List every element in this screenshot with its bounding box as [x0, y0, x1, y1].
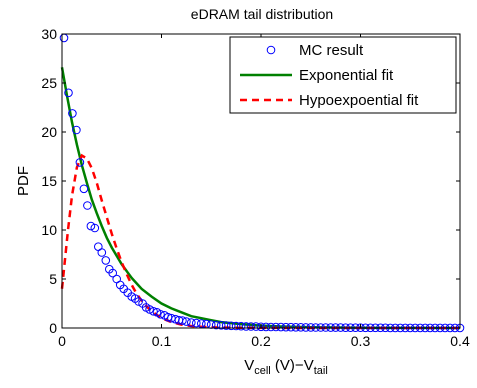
mc-point	[68, 109, 77, 118]
mc-point	[156, 310, 165, 319]
mc-point	[246, 322, 256, 331]
mc-point	[134, 297, 143, 306]
mc-point	[286, 322, 296, 332]
y-tick-label: 15	[41, 173, 57, 189]
mc-point	[178, 316, 187, 325]
mc-point	[101, 256, 111, 265]
mc-point	[226, 321, 236, 331]
y-tick-label: 25	[41, 75, 57, 91]
x-axis-label-mid: (V)−V	[271, 357, 314, 374]
legend-label-mc: MC result	[299, 42, 364, 59]
mc-point	[291, 323, 301, 332]
mc-point	[145, 305, 154, 314]
mc-point	[64, 88, 73, 98]
mc-point	[90, 223, 100, 233]
legend-marker-mc	[266, 45, 276, 55]
legend-label-exponential: Exponential fit	[299, 67, 394, 84]
x-axis-label: Vcell (V)−Vtail	[244, 357, 328, 377]
x-axis-label-main: V	[244, 357, 254, 374]
mc-point	[86, 221, 96, 231]
mc-point	[306, 323, 316, 332]
mc-point	[251, 322, 261, 331]
y-axis-label: PDF	[15, 166, 32, 196]
x-axis-label-sub2: tail	[314, 365, 328, 377]
chart-title: eDRAM tail distribution	[191, 6, 333, 22]
legend-label-hypoexponential: Hypoexpoential fit	[299, 92, 419, 109]
x-tick-label: 0.4	[450, 333, 470, 349]
mc-point	[236, 321, 246, 331]
mc-point	[75, 158, 85, 167]
mc-point	[296, 323, 306, 332]
y-tick-label: 10	[41, 222, 57, 238]
x-axis-label-sub1: cell	[254, 365, 271, 377]
mc-point	[72, 125, 81, 135]
mc-point	[281, 322, 291, 332]
mc-point	[97, 248, 107, 257]
mc-point	[187, 318, 196, 327]
mc-point	[182, 317, 191, 326]
ticks-layer: 0 0.1 0.2 0.3 0.4 0 5 10 15 20 25 30	[41, 26, 470, 349]
mc-point	[221, 321, 231, 330]
mc-point	[211, 320, 221, 330]
x-tick-label: 0.3	[351, 333, 371, 349]
mc-point	[271, 322, 281, 332]
y-tick-label: 0	[49, 320, 57, 336]
mc-point	[231, 321, 241, 331]
mc-point	[108, 268, 117, 278]
mc-point	[276, 322, 286, 332]
mc-point	[216, 321, 226, 330]
y-tick-label: 30	[41, 26, 57, 42]
mc-point	[79, 184, 89, 194]
mc-point	[83, 201, 92, 210]
x-tick-label: 0.2	[251, 333, 271, 349]
mc-point	[192, 318, 201, 328]
mc-point	[241, 322, 251, 331]
mc-point	[256, 322, 266, 332]
mc-point	[301, 323, 311, 332]
x-tick-label: 0.1	[152, 333, 172, 349]
mc-point	[266, 322, 276, 332]
y-tick-label: 20	[41, 124, 57, 140]
mc-point	[261, 322, 271, 332]
mc-point	[197, 319, 206, 328]
legend: MC result Exponential fit Hypoexpoential…	[229, 36, 457, 114]
x-tick-label: 0	[58, 333, 66, 349]
mc-point	[149, 307, 158, 316]
y-tick-label: 5	[49, 271, 57, 287]
